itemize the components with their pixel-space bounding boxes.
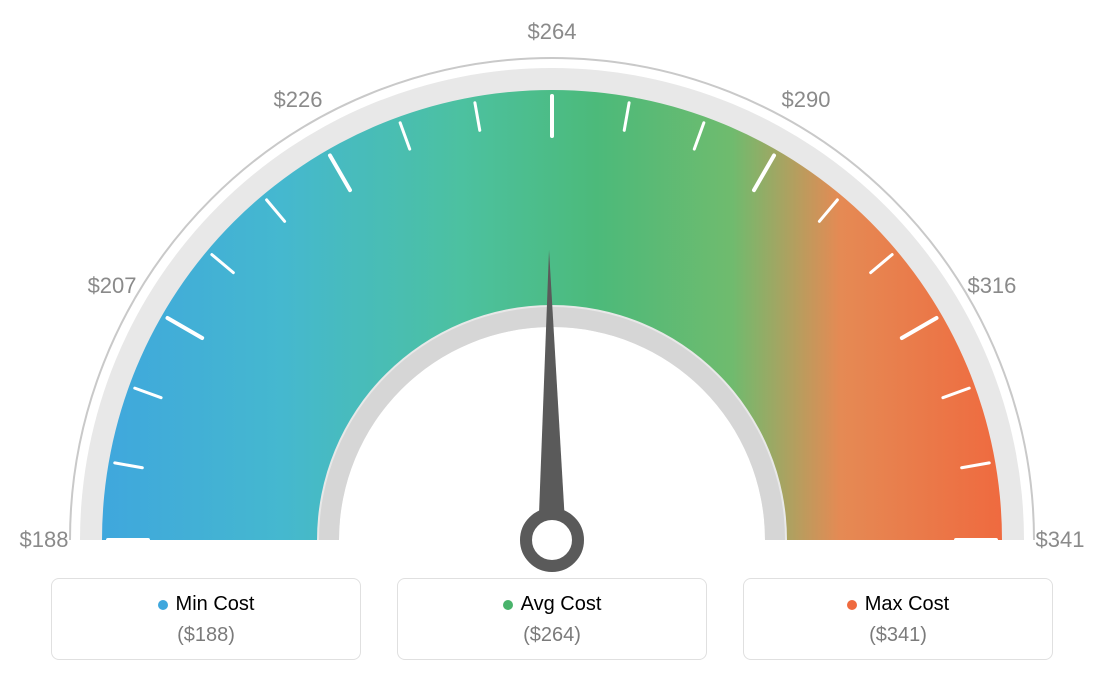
dot-icon [847,600,857,610]
gauge-tick-label: $316 [967,273,1016,299]
gauge-tick-label: $264 [528,19,577,45]
legend-min-label: Min Cost [158,593,255,616]
legend-min: Min Cost ($188) [51,578,361,660]
dot-icon [503,600,513,610]
legend-row: Min Cost ($188) Avg Cost ($264) Max Cost… [0,578,1104,660]
gauge-svg [0,0,1104,580]
legend-avg-label: Avg Cost [503,593,602,616]
legend-max-text: Max Cost [865,593,949,616]
gauge-tick-label: $290 [782,87,831,113]
gauge-chart: $188 $207 $226 $264 $290 $316 $341 [0,0,1104,580]
legend-max: Max Cost ($341) [743,578,1053,660]
gauge-tick-label: $341 [1036,527,1085,553]
gauge-tick-label: $207 [88,273,137,299]
legend-max-value: ($341) [744,624,1052,647]
gauge-tick-label: $188 [20,527,69,553]
dot-icon [158,600,168,610]
legend-min-text: Min Cost [176,593,255,616]
legend-avg-text: Avg Cost [521,593,602,616]
legend-min-value: ($188) [52,624,360,647]
gauge-tick-label: $226 [274,87,323,113]
legend-max-label: Max Cost [847,593,949,616]
legend-avg-value: ($264) [398,624,706,647]
legend-avg: Avg Cost ($264) [397,578,707,660]
